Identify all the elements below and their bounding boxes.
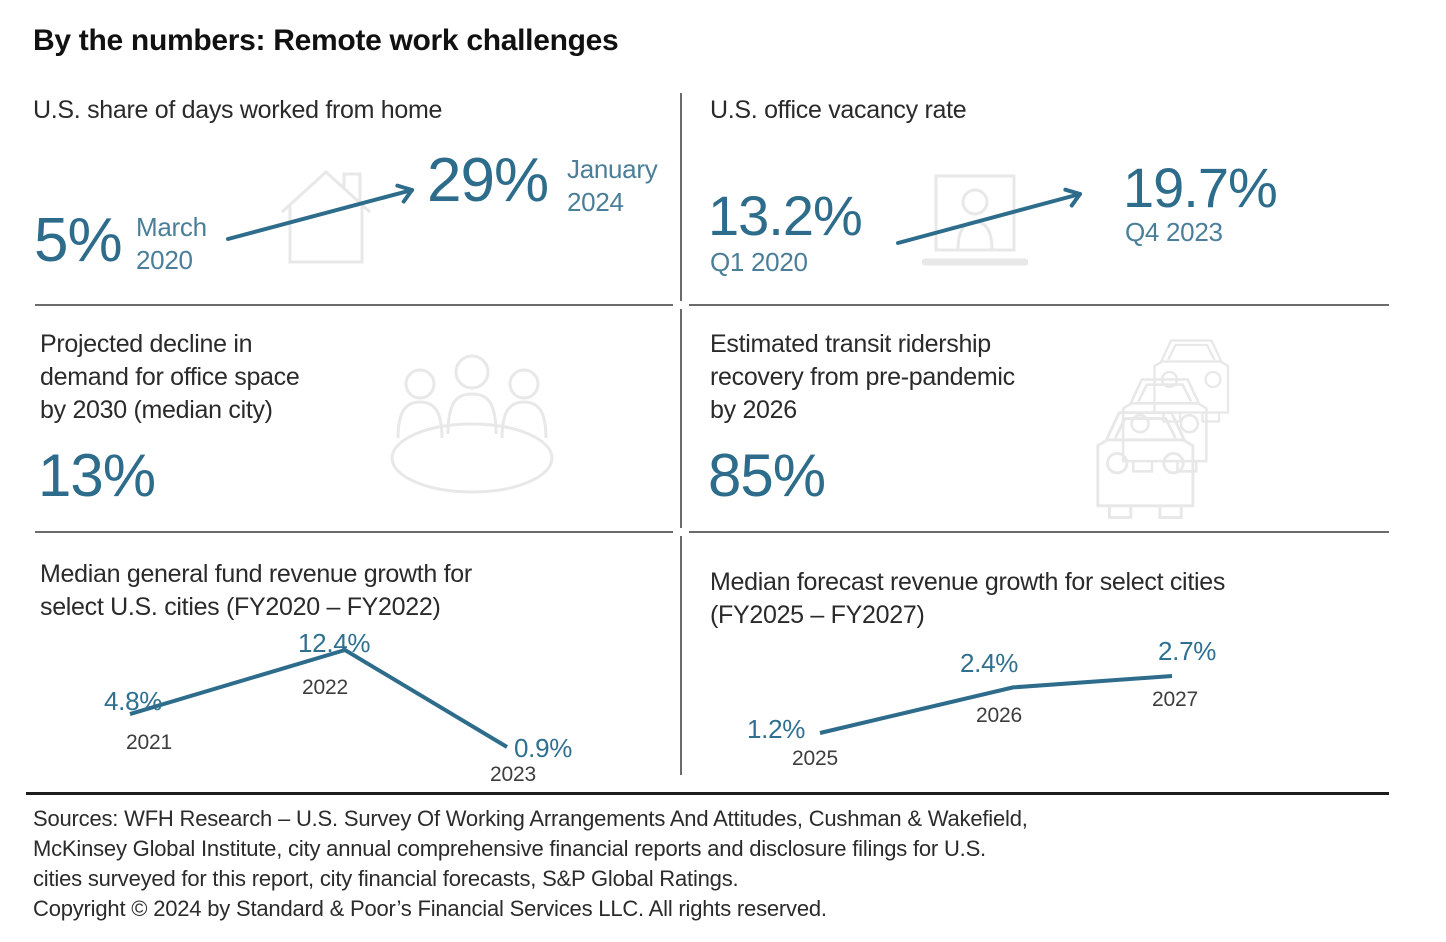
panel-header-vacancy: U.S. office vacancy rate — [710, 96, 967, 124]
footer-sources-line1: Sources: WFH Research – U.S. Survey Of W… — [33, 806, 1028, 831]
wfh-end-label-line2: 2024 — [567, 187, 624, 217]
office-demand-header-line3: by 2030 (median city) — [40, 396, 273, 424]
wfh-start-label: March 2020 — [136, 211, 207, 277]
fund-growth-year-2021: 2021 — [126, 731, 172, 754]
vacancy-start-label: Q1 2020 — [710, 247, 808, 277]
forecast-growth-header-line2: (FY2025 – FY2027) — [710, 601, 925, 629]
forecast-pct-2027: 2.7% — [1158, 636, 1217, 666]
transit-header-line2: recovery from pre-pandemic — [710, 363, 1015, 391]
cars-queue-icon — [1096, 339, 1230, 519]
office-demand-value: 13% — [38, 442, 156, 509]
fund-growth-pct-2022: 12.4% — [298, 628, 371, 658]
row-divider — [35, 531, 673, 533]
row-divider — [35, 304, 673, 306]
panel-header-office-demand: Projected decline in demand for office s… — [40, 328, 300, 427]
wfh-start-value: 5% — [34, 206, 123, 275]
forecast-pct-2025: 1.2% — [747, 714, 806, 744]
panel-header-transit: Estimated transit ridership recovery fro… — [710, 328, 1015, 427]
transit-header-line3: by 2026 — [710, 396, 797, 424]
wfh-end-label-line1: January — [567, 154, 658, 184]
fund-growth-pct-2023: 0.9% — [514, 733, 573, 763]
wfh-start-label-line1: March — [136, 212, 207, 242]
fund-growth-header-line1: Median general fund revenue growth for — [40, 560, 472, 588]
vacancy-start-value: 13.2% — [708, 184, 863, 247]
column-divider — [680, 536, 682, 775]
fund-growth-header-line2: select U.S. cities (FY2020 – FY2022) — [40, 593, 441, 621]
row-divider — [689, 531, 1389, 533]
forecast-year-2026: 2026 — [976, 704, 1022, 727]
footer-sources-line2: McKinsey Global Institute, city annual c… — [33, 836, 986, 861]
house-icon — [280, 169, 372, 264]
forecast-year-2025: 2025 — [792, 747, 838, 770]
footer-copyright-line: Copyright © 2024 by Standard & Poor’s Fi… — [33, 896, 827, 921]
fund-growth-pct-2021: 4.8% — [104, 686, 163, 716]
vacancy-end-label: Q4 2023 — [1125, 217, 1223, 247]
fund-growth-year-2022: 2022 — [302, 676, 348, 699]
row-divider — [689, 304, 1389, 306]
column-divider — [680, 309, 682, 528]
transit-header-line1: Estimated transit ridership — [710, 330, 991, 358]
office-demand-header-line1: Projected decline in — [40, 330, 253, 358]
panel-header-wfh: U.S. share of days worked from home — [33, 96, 443, 124]
wfh-end-label: January 2024 — [567, 153, 658, 219]
page-title: By the numbers: Remote work challenges — [33, 24, 619, 57]
transit-value: 85% — [708, 442, 826, 509]
fund-growth-year-2023: 2023 — [490, 763, 536, 786]
wfh-start-label-line2: 2020 — [136, 245, 193, 275]
panel-header-fund-growth: Median general fund revenue growth for s… — [40, 558, 472, 624]
forecast-year-2027: 2027 — [1152, 688, 1198, 711]
vacancy-end-value: 19.7% — [1123, 156, 1278, 219]
forecast-pct-2026: 2.4% — [960, 648, 1019, 678]
wfh-end-value: 29% — [427, 146, 549, 215]
laptop-person-icon — [922, 174, 1028, 266]
panel-header-forecast-growth: Median forecast revenue growth for selec… — [710, 566, 1225, 632]
forecast-growth-header-line1: Median forecast revenue growth for selec… — [710, 568, 1226, 596]
meeting-table-icon — [390, 354, 554, 494]
office-demand-header-line2: demand for office space — [40, 363, 300, 391]
sources-divider — [26, 792, 1389, 795]
footer-sources-line3: cities surveyed for this report, city fi… — [33, 866, 739, 891]
column-divider — [680, 93, 682, 301]
